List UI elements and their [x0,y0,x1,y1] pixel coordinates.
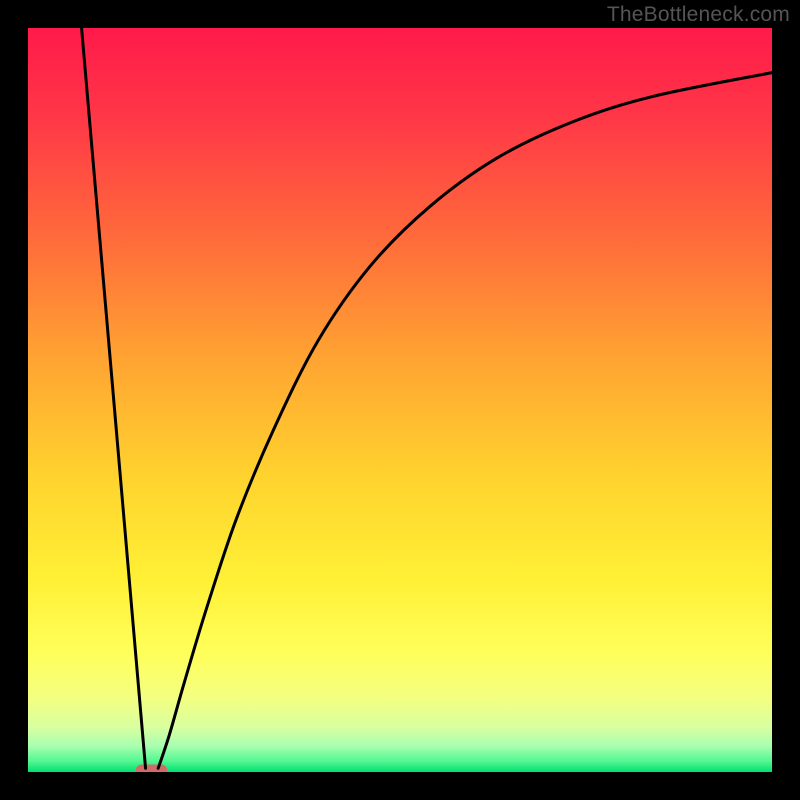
gradient-background [28,28,772,772]
watermark-text: TheBottleneck.com [607,3,790,27]
frame-bottom [0,772,800,800]
frame-left [0,0,28,800]
frame-right [772,0,800,800]
